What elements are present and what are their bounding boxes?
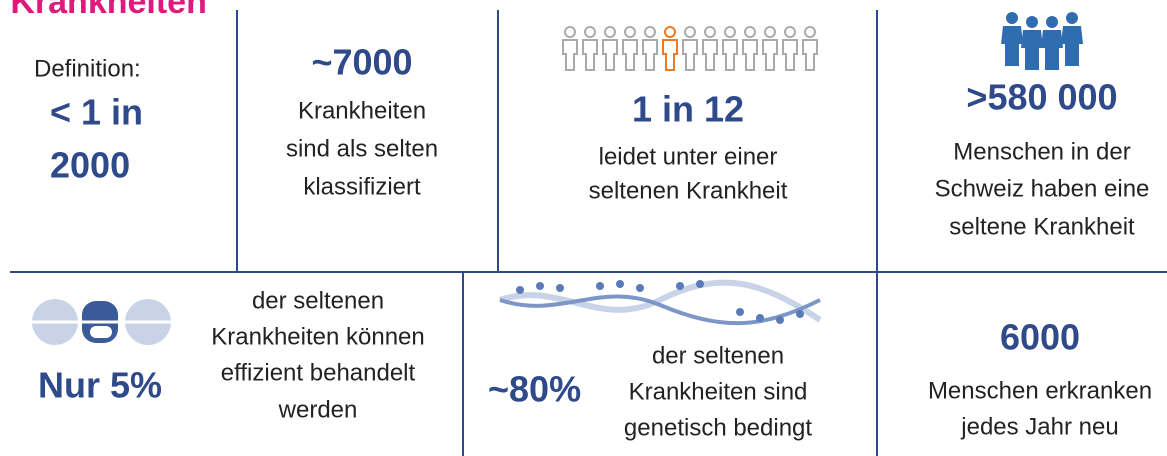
text: jedes Jahr neu bbox=[960, 413, 1118, 440]
people-icon bbox=[563, 27, 817, 70]
headline: 1 in 12 bbox=[632, 89, 744, 130]
headline: ~80% bbox=[488, 369, 581, 410]
infographic: e Krankheiten Definition: < 1 in 2000 ~7… bbox=[0, 0, 1167, 456]
text: leidet unter einer bbox=[599, 143, 778, 170]
text: Menschen in der bbox=[953, 138, 1130, 165]
text: werden bbox=[278, 396, 358, 423]
headline: 2000 bbox=[50, 145, 130, 186]
text: sind als selten bbox=[286, 135, 438, 162]
text: der seltenen bbox=[652, 342, 784, 369]
text: seltenen Krankheit bbox=[589, 177, 788, 204]
title: e Krankheiten bbox=[0, 0, 207, 21]
text: Schweiz haben eine bbox=[935, 175, 1150, 202]
headline: ~7000 bbox=[311, 42, 412, 83]
text: Krankheiten bbox=[298, 97, 426, 124]
dna-icon bbox=[500, 280, 820, 324]
family-icon bbox=[1001, 12, 1083, 70]
lead: Definition: bbox=[34, 55, 141, 82]
text: genetisch bedingt bbox=[624, 414, 812, 441]
headline: Nur 5% bbox=[38, 365, 162, 406]
text: Krankheiten sind bbox=[629, 378, 808, 405]
text: Menschen erkranken bbox=[928, 377, 1152, 404]
text: klassifiziert bbox=[303, 173, 421, 200]
text: effizient behandelt bbox=[221, 359, 416, 386]
text: Krankheiten können bbox=[211, 323, 425, 350]
text: seltene Krankheit bbox=[949, 213, 1135, 240]
pills-icon bbox=[32, 299, 171, 345]
headline: < 1 in bbox=[50, 92, 143, 133]
headline: >580 000 bbox=[966, 77, 1117, 118]
text: der seltenen bbox=[252, 287, 384, 314]
headline: 6000 bbox=[1000, 317, 1080, 358]
